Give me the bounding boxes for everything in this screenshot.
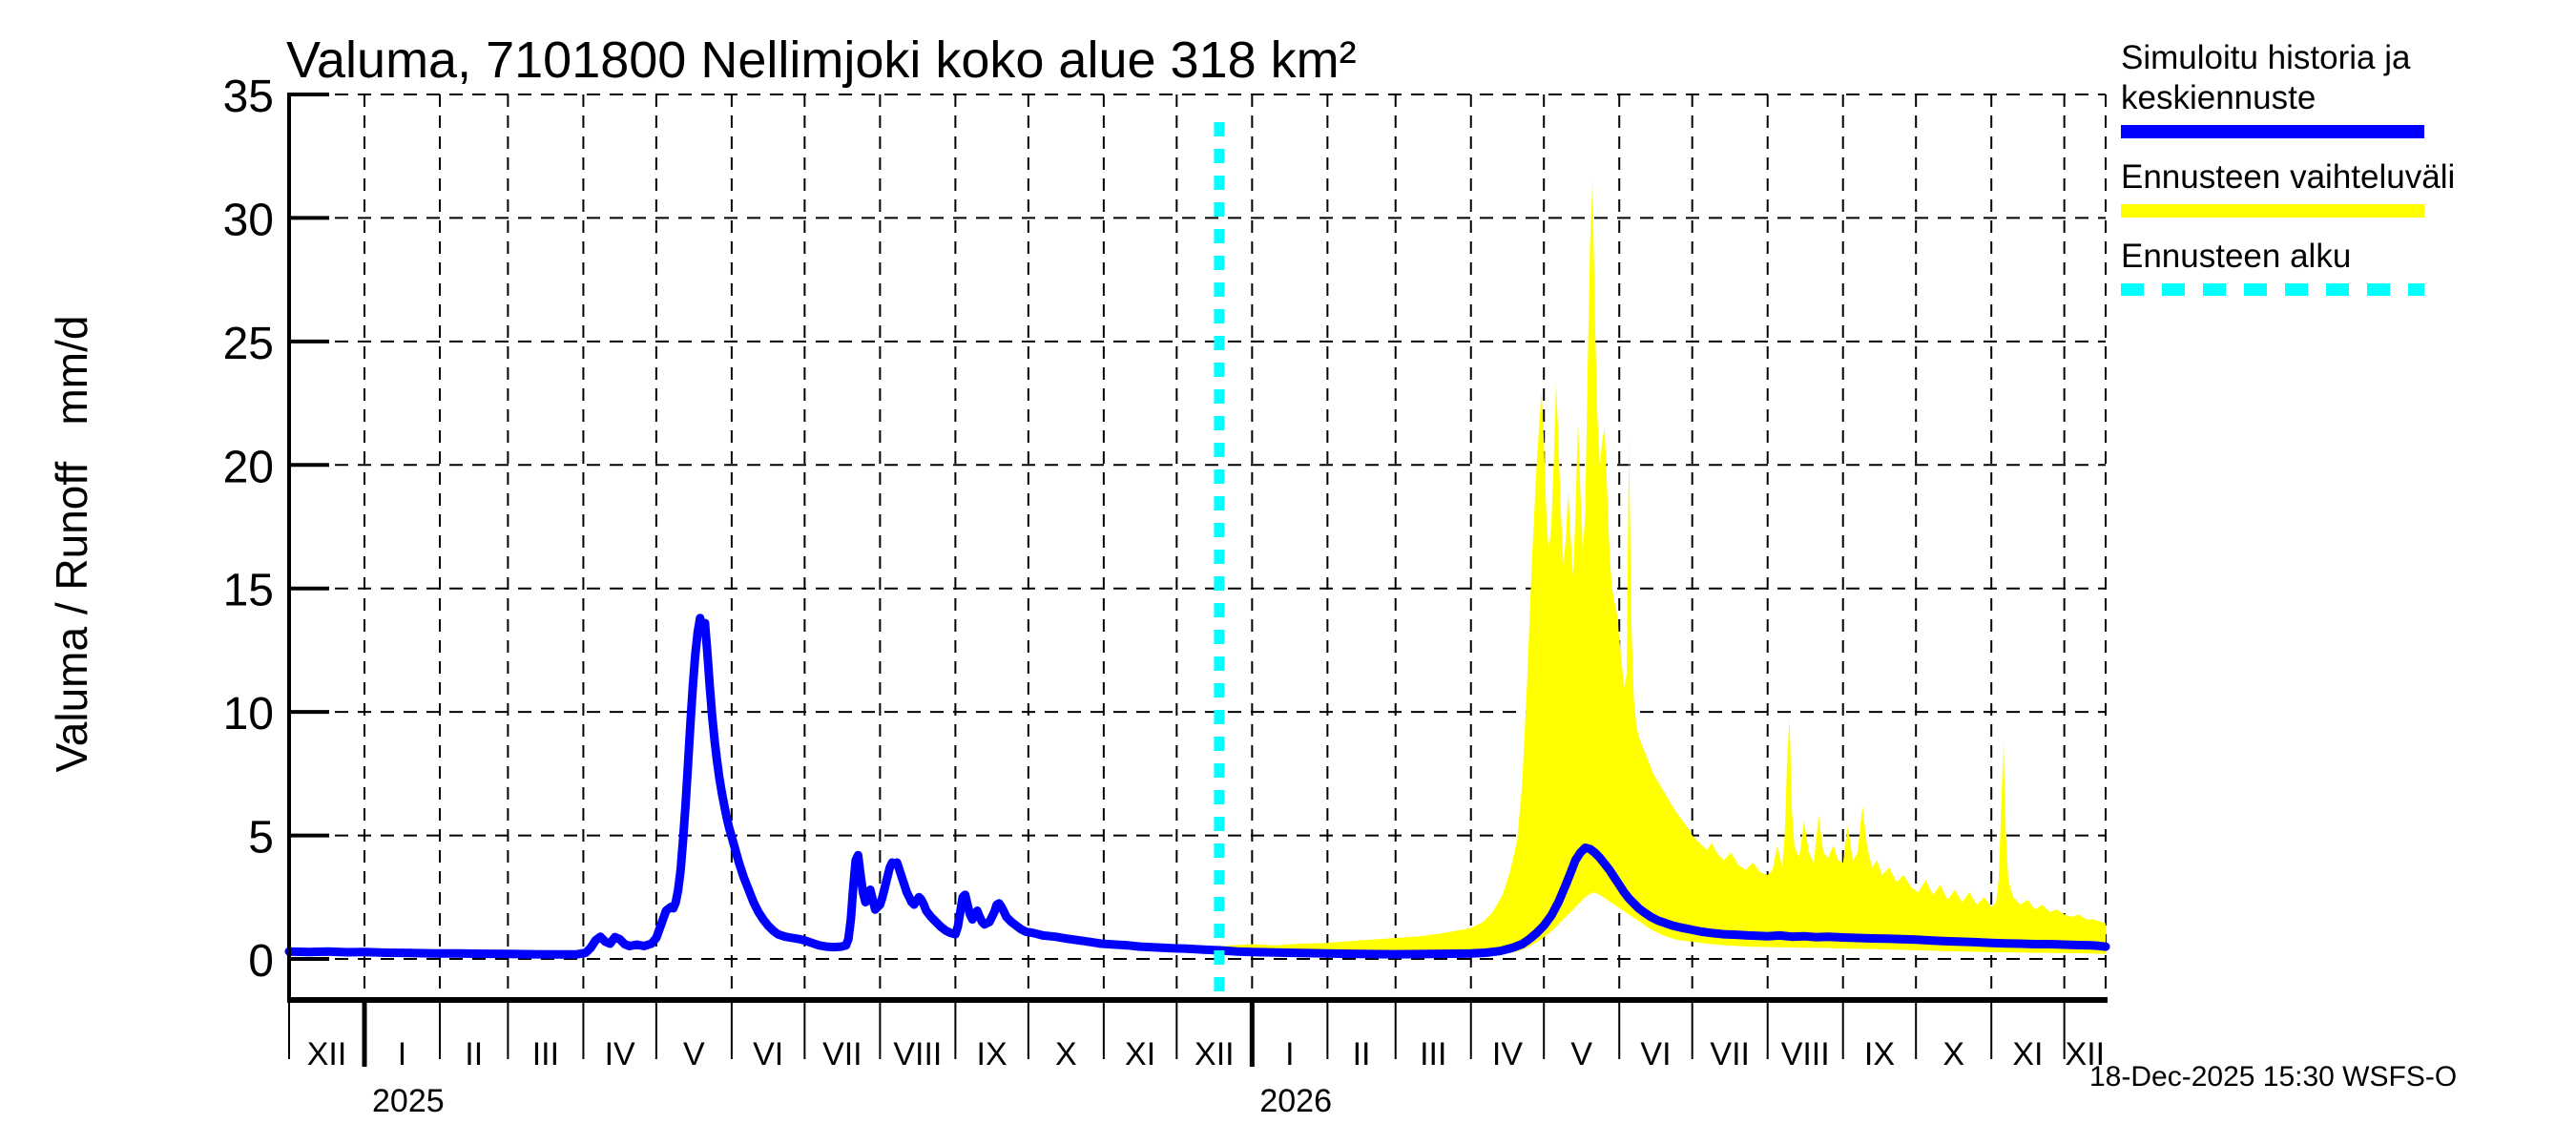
month-label: IX bbox=[1864, 1036, 1895, 1072]
legend-label: Ennusteen alku bbox=[2121, 238, 2352, 275]
y-tick-label: 20 bbox=[223, 442, 274, 492]
month-label: IX bbox=[977, 1036, 1008, 1072]
month-label: IV bbox=[605, 1036, 635, 1072]
forecast-range-band bbox=[1217, 180, 2106, 957]
legend: Simuloitu historia ja keskiennuste Ennuste… bbox=[2121, 38, 2466, 315]
y-tick-label: 15 bbox=[223, 566, 274, 616]
year-label: 2025 bbox=[372, 1083, 445, 1119]
month-label: V bbox=[1570, 1036, 1592, 1072]
y-tick-label: 0 bbox=[248, 936, 274, 987]
month-label: XII bbox=[2066, 1036, 2106, 1072]
simulated-history-line bbox=[284, 614, 2110, 959]
legend-swatch-forecast-range bbox=[2121, 204, 2424, 218]
legend-swatch-forecast-start bbox=[2121, 283, 2424, 296]
legend-item-simulated-history-and-mean-forecast: Simuloitu historia ja keskiennuste bbox=[2121, 38, 2466, 138]
month-label: I bbox=[398, 1036, 406, 1072]
month-label: VIII bbox=[1781, 1036, 1830, 1072]
month-label: X bbox=[1942, 1036, 1964, 1072]
month-label: XII bbox=[307, 1036, 347, 1072]
legend-label: Simuloitu historia ja bbox=[2121, 39, 2411, 76]
y-tick-label: 5 bbox=[248, 813, 274, 864]
month-label: III bbox=[532, 1036, 559, 1072]
month-label: VI bbox=[753, 1036, 783, 1072]
month-label: X bbox=[1055, 1036, 1077, 1072]
chart-title: Valuma, 7101800 Nellimjoki koko alue 318… bbox=[286, 31, 1357, 89]
month-label: I bbox=[1285, 1036, 1294, 1072]
month-label: VII bbox=[822, 1036, 862, 1072]
legend-label: keskiennuste bbox=[2121, 79, 2316, 116]
legend-item-forecast-start: Ennusteen alku bbox=[2121, 237, 2466, 296]
month-label: XI bbox=[1125, 1036, 1155, 1072]
month-label: VII bbox=[1710, 1036, 1750, 1072]
year-label: 2026 bbox=[1259, 1083, 1332, 1119]
month-label: XII bbox=[1195, 1036, 1235, 1072]
legend-item-forecast-range: Ennusteen vaihteluväli bbox=[2121, 157, 2466, 218]
month-label: VI bbox=[1640, 1036, 1671, 1072]
month-label: XI bbox=[2012, 1036, 2043, 1072]
y-tick-label: 30 bbox=[223, 195, 274, 245]
legend-swatch-simulated-history-and-mean-forecast bbox=[2121, 125, 2424, 138]
legend-label: Ennusteen vaihteluväli bbox=[2121, 158, 2456, 196]
month-label: II bbox=[1353, 1036, 1371, 1072]
month-label: II bbox=[465, 1036, 483, 1072]
y-tick-label: 10 bbox=[223, 689, 274, 739]
month-label: V bbox=[683, 1036, 705, 1072]
timestamp: 18-Dec-2025 15:30 WSFS-O bbox=[2089, 1061, 2458, 1093]
y-tick-label: 25 bbox=[223, 319, 274, 369]
month-label: VIII bbox=[893, 1036, 942, 1072]
month-label: IV bbox=[1492, 1036, 1523, 1072]
y-tick-label: 35 bbox=[223, 72, 274, 122]
month-label: III bbox=[1420, 1036, 1446, 1072]
